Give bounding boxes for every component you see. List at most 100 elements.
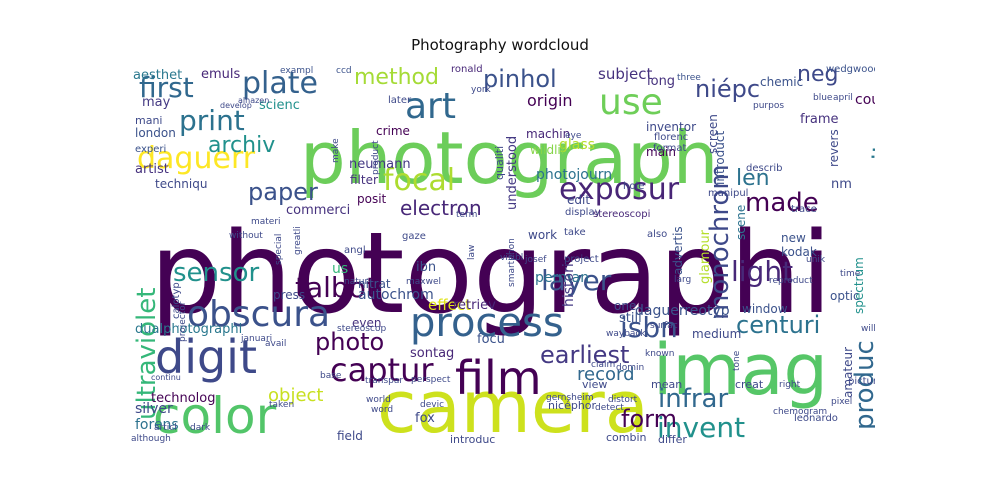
word-differ: differ (658, 433, 687, 445)
word-nitrat: nitrat (358, 277, 391, 291)
word-york: york (471, 85, 492, 95)
word-glamour: glamour (698, 229, 713, 284)
word-combin: combin (606, 431, 647, 444)
word-blue: blue (813, 93, 833, 103)
word-project: project (564, 254, 599, 265)
word-retriev: retriev (453, 298, 496, 313)
word-daguerr: daguerr (137, 141, 256, 176)
word-focu: focu (477, 332, 505, 347)
word-isbn: isbn (620, 311, 678, 344)
word-trace: trace (791, 204, 817, 215)
word-describ: describ (746, 163, 782, 174)
word-later: later (388, 95, 412, 106)
word-field: field (337, 429, 363, 443)
word-electron: electron (400, 196, 482, 220)
word-silver: silver (135, 401, 173, 417)
word-revers: revers (827, 129, 841, 167)
word-photograph: photograph (300, 116, 718, 200)
word-display: display (565, 207, 601, 218)
word-obscura: obscura (187, 294, 330, 335)
word-introduct: introduct (713, 131, 727, 185)
word-ccd: ccd (336, 66, 352, 76)
word-ronald: ronald (451, 64, 483, 75)
word-law: law (467, 245, 477, 260)
word-niépc: niépc (695, 75, 760, 103)
word-although: although (131, 434, 171, 444)
word-histori: histori (561, 263, 577, 307)
word-neg: neg (797, 62, 838, 87)
word-format: format (653, 143, 686, 154)
word-form: form (621, 405, 677, 433)
word-us: us (332, 261, 348, 277)
word-world: world (366, 395, 391, 405)
word-main: main (646, 145, 676, 159)
word-creat: creat (735, 378, 764, 391)
word-posit: posit (357, 192, 387, 206)
word-made: made (745, 188, 819, 218)
word-hole: hole (623, 181, 644, 192)
word-forens: forens (135, 417, 179, 433)
word-camera: camera (377, 365, 649, 445)
word-optic: optic (830, 289, 860, 303)
word-paper: paper (248, 178, 318, 206)
word-even: even (352, 316, 381, 330)
word-pinhol: pinhol (483, 65, 557, 93)
wordcloud: photographi photograph camera imag color digi… (125, 60, 875, 445)
word-focal: focal (383, 163, 455, 198)
word-visibl: visibl (500, 253, 523, 263)
word-frame: frame (800, 112, 839, 127)
word-emuls: emuls (201, 67, 241, 82)
word-autochrom: autochrom (358, 287, 434, 303)
word-term: term (456, 210, 477, 220)
word-ibn: ibn (416, 260, 436, 275)
word-scene: scene (734, 205, 748, 240)
word-sensit: sensit (868, 143, 875, 220)
word-josef: josef (524, 255, 547, 265)
word-tone: tone (732, 350, 742, 371)
word-still: still (619, 311, 642, 326)
word-could: could (855, 92, 875, 108)
word-domin: domin (616, 363, 644, 373)
word-stereoscopi: stereoscopi (593, 209, 650, 220)
word-art: art (405, 86, 456, 127)
word-dark: dark (190, 423, 211, 433)
word-may: may (142, 95, 171, 110)
word-invent: invent (657, 411, 745, 444)
word-monochrom: monochrom (705, 164, 735, 320)
word-use: use (599, 82, 663, 123)
word-qualiti: qualiti (493, 146, 506, 180)
word-chemic: chemic (760, 75, 803, 89)
word-projector: projector (178, 301, 188, 342)
word-machin: machin (526, 127, 570, 141)
word-archiv: archiv (208, 133, 275, 158)
word-larg: larg (674, 275, 691, 285)
word-scienc: scienc (259, 98, 300, 113)
word-purpos: purpos (753, 101, 784, 111)
word-right: right (779, 380, 801, 390)
word-press: press (273, 288, 305, 302)
wordcloud-canvas: photographi photograph camera imag colordigi… (131, 62, 875, 445)
word-amateur: amateur (841, 347, 855, 398)
word-long: long (647, 74, 675, 89)
word-manipul: manipul (708, 188, 748, 199)
word-film: film (455, 351, 542, 405)
word-centuri: centuri (736, 311, 820, 339)
word-understood: understood (505, 136, 520, 210)
word-process: process (410, 300, 564, 346)
word-method: method (354, 65, 439, 90)
word-base: base (320, 371, 342, 381)
word-sontag: sontag (410, 346, 454, 361)
word-new: new (781, 231, 806, 245)
word-ultraviolet: ultraviolet (132, 288, 162, 420)
word-photojourn: photojourn (536, 167, 612, 183)
word-glass: glass (559, 137, 595, 153)
word-window: window (742, 302, 788, 316)
word-april: april (833, 93, 853, 103)
word-product: product (371, 140, 381, 175)
word-greatli: greatli (293, 226, 303, 255)
word-gaze: gaze (402, 231, 426, 242)
word-alhazen: alhazen (238, 96, 269, 105)
word-nicéphor: nicéphor (548, 399, 597, 412)
word-avail: avail (265, 339, 286, 349)
word-aesthet: aesthet (133, 68, 182, 83)
